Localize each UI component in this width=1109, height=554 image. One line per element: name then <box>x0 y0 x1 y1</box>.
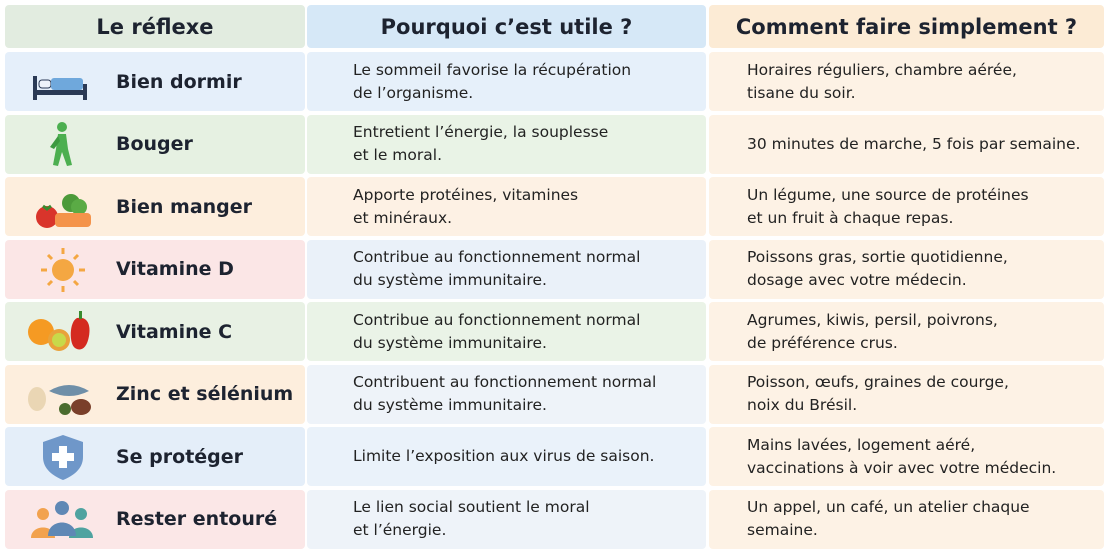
reflexe-name: Bouger <box>116 133 193 155</box>
comment-line: vaccinations à voir avec votre médecin. <box>747 458 1057 477</box>
comment-line: Agrumes, kiwis, persil, poivrons, <box>747 310 998 329</box>
reflexe-cell: Zinc et sélénium <box>5 364 305 424</box>
reflexe-cell: Bien manger <box>5 177 305 236</box>
pourquoi-line: et l’énergie. <box>353 521 447 539</box>
comment-line: Mains lavées, logement aéré, <box>747 435 976 454</box>
pourquoi-cell: Entretient l’énergie, la souplesse et le … <box>307 114 706 174</box>
pourquoi-cell: Contribue au fonctionnement normal du sys… <box>307 302 706 361</box>
comment-line: et un fruit à chaque repas. <box>747 208 954 227</box>
reflexe-cell: Vitamine C <box>5 302 305 361</box>
comment-line: Horaires réguliers, chambre aérée, <box>747 60 1017 79</box>
comment-cell: Mains lavées, logement aéré, vaccinations… <box>709 427 1104 486</box>
reflexe-name: Bien dormir <box>116 70 242 93</box>
pourquoi-line: Apporte protéines, vitamines <box>353 185 579 204</box>
comment-cell: Un légume, une source de protéines et un … <box>709 177 1104 236</box>
icon <box>41 247 85 292</box>
icon <box>43 435 83 480</box>
comment-line: Un légume, une source de protéines <box>747 185 1029 204</box>
header-cell: Comment faire simplement ? <box>709 5 1104 48</box>
icon <box>33 76 87 100</box>
pourquoi-line: Entretient l’énergie, la souplesse <box>353 123 609 141</box>
pourquoi-line: du système immunitaire. <box>353 396 547 414</box>
header-text: Pourquoi c’est utile ? <box>380 14 633 39</box>
reflexe-cell: Bien dormir <box>5 52 305 111</box>
header-cell: Le réflexe <box>5 5 305 48</box>
reflexe-name: Vitamine D <box>116 258 234 280</box>
pourquoi-line: de l’organisme. <box>353 83 474 102</box>
reflexe-name: Rester entouré <box>116 508 278 530</box>
pourquoi-line: et minéraux. <box>353 208 453 227</box>
pourquoi-cell: Contribue au fonctionnement normal du sys… <box>307 239 706 299</box>
pourquoi-line: Contribue au fonctionnement normal <box>353 310 641 329</box>
pourquoi-line: Contribue au fonctionnement normal <box>353 248 641 266</box>
icon <box>28 384 91 415</box>
reflexe-cell: Se protéger <box>5 427 305 486</box>
icon <box>36 194 91 228</box>
comment-line: Un appel, un café, un atelier chaque sem… <box>747 498 1030 539</box>
pourquoi-line: du système immunitaire. <box>353 333 547 352</box>
pourquoi-line: et le moral. <box>353 146 442 164</box>
reflexe-cell: Bouger <box>5 114 305 174</box>
comment-cell: Horaires réguliers, chambre aérée, tisane… <box>709 52 1104 111</box>
header-cell: Pourquoi c’est utile ? <box>307 5 706 48</box>
comment-cell: 30 minutes de marche, 5 fois par semaine… <box>709 114 1104 174</box>
comment-line: de préférence crus. <box>747 333 898 352</box>
pourquoi-cell: Le sommeil favorise la récupération de l’… <box>307 52 706 111</box>
pourquoi-line: Contribuent au fonctionnement normal <box>353 373 657 391</box>
comment-line: dosage avec votre médecin. <box>747 271 967 289</box>
pourquoi-line: Le sommeil favorise la récupération <box>353 60 632 79</box>
comment-cell: Un appel, un café, un atelier chaque sem… <box>709 489 1104 549</box>
icon <box>50 121 72 166</box>
pourquoi-cell: Contribuent au fonctionnement normal du s… <box>307 364 706 424</box>
pourquoi-cell: Le lien social soutient le moral et l’éne… <box>307 489 706 549</box>
pourquoi-cell: Apporte protéines, vitamines et minéraux. <box>307 177 706 236</box>
comment-cell: Poisson, œufs, graines de courge, noix du… <box>709 364 1104 424</box>
pourquoi-line: Le lien social soutient le moral <box>353 498 590 516</box>
comment-line: Poisson, œufs, graines de courge, <box>747 373 1009 391</box>
comment-cell: Poissons gras, sortie quotidienne, dosage… <box>709 239 1104 299</box>
comment-line: tisane du soir. <box>747 83 856 102</box>
header-text: Le réflexe <box>96 14 214 39</box>
reflexe-name: Zinc et sélénium <box>116 383 294 405</box>
reflexe-cell: Rester entouré <box>5 489 305 549</box>
reflexe-name: Se protéger <box>116 445 244 468</box>
icon <box>31 500 93 538</box>
pourquoi-line: du système immunitaire. <box>353 271 547 289</box>
comment-line: Poissons gras, sortie quotidienne, <box>747 248 1008 266</box>
reflexe-name: Vitamine C <box>116 320 233 343</box>
reflexe-cell: Vitamine D <box>5 239 305 299</box>
comment-line: 30 minutes de marche, 5 fois par semaine… <box>747 134 1081 153</box>
icon <box>28 311 90 351</box>
pourquoi-cell: Limite l’exposition aux virus de saison. <box>307 427 706 486</box>
comment-cell: Agrumes, kiwis, persil, poivrons, de préf… <box>709 302 1104 361</box>
reflexe-name: Bien manger <box>116 195 253 218</box>
header-text: Comment faire simplement ? <box>735 14 1078 39</box>
pourquoi-line: Limite l’exposition aux virus de saison. <box>353 447 655 465</box>
comment-line: noix du Brésil. <box>747 396 858 414</box>
